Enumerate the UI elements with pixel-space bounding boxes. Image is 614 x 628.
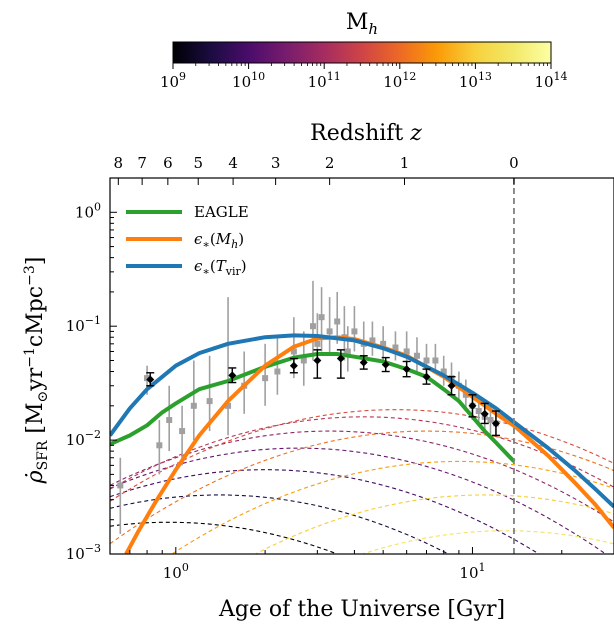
grey-data-point [392, 344, 399, 351]
colorbar-tick-label: 1011 [308, 70, 341, 91]
grey-data-point [206, 398, 213, 405]
halo-mass-curve [110, 494, 450, 554]
legend-label-eps_tvir: ϵ∗(Tvir) [194, 257, 247, 278]
grey-data-point [440, 368, 447, 375]
grey-data-point [190, 402, 197, 409]
y-tick-label: 10−1 [66, 314, 101, 335]
top-axis-title: Redshift z [310, 121, 422, 146]
black-data-point [422, 372, 431, 381]
colorbar-tick-label: 1010 [232, 70, 265, 91]
grey-data-point [117, 482, 124, 489]
x-tick-label: 101 [459, 561, 485, 582]
grey-data-point [309, 323, 316, 330]
halo-mass-curve [110, 447, 607, 554]
y-tick-label: 10−3 [66, 542, 101, 563]
colorbar-tick-label: 1012 [383, 70, 416, 91]
plot-area: 100 101 10−3 10−2 10−1 100 8 7 6 5 4 3 2 1 0 [66, 154, 614, 582]
grey-data-point [344, 348, 351, 355]
y-tick-label: 10−2 [66, 428, 101, 449]
colorbar-gradient [172, 41, 552, 64]
halo-mass-curve [110, 430, 614, 523]
grey-data-point [423, 357, 430, 364]
halo-mass-curves [110, 409, 614, 554]
series-line-eps_tvir [110, 333, 614, 509]
grey-data-point [413, 352, 420, 359]
halo-mass-curve [110, 416, 614, 490]
top-tick-label: 5 [193, 154, 203, 172]
grey-data-point [369, 337, 376, 344]
grey-data-point [432, 357, 439, 364]
observations-grey [117, 280, 499, 534]
x-axis-title: Age of the Universe [Gyr] [218, 597, 505, 622]
grey-data-point [179, 428, 186, 435]
halo-mass-curve [110, 430, 614, 545]
grey-data-point [290, 348, 297, 355]
black-data-point [228, 371, 237, 380]
black-data-point [381, 360, 390, 369]
grey-data-point [314, 340, 321, 347]
black-data-point [402, 365, 411, 374]
halo-mass-curve [170, 460, 614, 554]
plot-frame [109, 177, 614, 555]
halo-mass-curve [254, 494, 614, 554]
axis-ticks: 100 101 10−3 10−2 10−1 100 8 7 6 5 4 3 2 1 0 [66, 154, 614, 582]
legend: EAGLE ϵ∗(Mh) ϵ∗(Tvir) [126, 203, 249, 278]
grey-data-point [334, 318, 341, 325]
grey-data-point [318, 314, 325, 321]
halo-mass-curve [110, 521, 339, 554]
grey-data-point [462, 391, 469, 398]
top-tick-label: 1 [400, 154, 410, 172]
x-tick-label: 100 [163, 561, 189, 582]
grey-data-point [326, 328, 333, 335]
colorbar-tick-label: 109 [160, 70, 186, 91]
grey-data-point [156, 442, 163, 449]
halo-mass-curve [110, 469, 540, 554]
grey-data-point [144, 375, 151, 382]
grey-data-point [351, 328, 358, 335]
top-tick-label: 3 [271, 154, 281, 172]
colorbar: Mh 109 1010 1011 1012 1013 1014 [160, 10, 568, 91]
black-data-point [336, 354, 345, 363]
top-tick-label: 2 [325, 154, 335, 172]
top-tick-label: 4 [228, 154, 238, 172]
black-data-point [313, 356, 322, 365]
y-tick-label: 100 [75, 200, 101, 221]
grey-data-point [166, 417, 173, 424]
colorbar-tick-label: 1013 [459, 70, 492, 91]
grey-data-point [403, 348, 410, 355]
grey-data-point [262, 375, 269, 382]
black-data-point [146, 375, 155, 384]
series-line-eagle [110, 352, 516, 463]
legend-label-eagle: EAGLE [194, 203, 249, 221]
model-lines [110, 333, 614, 554]
grey-data-point [475, 408, 482, 415]
grey-data-point [300, 357, 307, 364]
halo-mass-curve [360, 530, 614, 554]
top-tick-label: 7 [137, 154, 147, 172]
grey-data-point [225, 402, 232, 409]
grey-data-point [380, 340, 387, 347]
black-data-point [468, 401, 477, 410]
observations-black [146, 349, 500, 437]
top-tick-label: 0 [509, 154, 519, 172]
grey-data-point [274, 368, 281, 375]
top-tick-label: 6 [163, 154, 173, 172]
black-data-point [480, 409, 489, 418]
black-data-point [359, 358, 368, 367]
y-axis-title: ρ̇SFR [M⊙yr−1cMpc−3] [22, 257, 51, 485]
black-data-point [491, 419, 500, 428]
black-data-point [289, 361, 298, 370]
black-data-point [447, 381, 456, 390]
top-tick-label: 8 [114, 154, 124, 172]
legend-label-eps_mh: ϵ∗(Mh) [194, 230, 244, 251]
grey-data-point [487, 417, 494, 424]
colorbar-tick-label: 1014 [534, 70, 567, 91]
colorbar-ticks: 109 1010 1011 1012 1013 1014 [160, 63, 568, 91]
colorbar-title: Mh [346, 10, 378, 38]
